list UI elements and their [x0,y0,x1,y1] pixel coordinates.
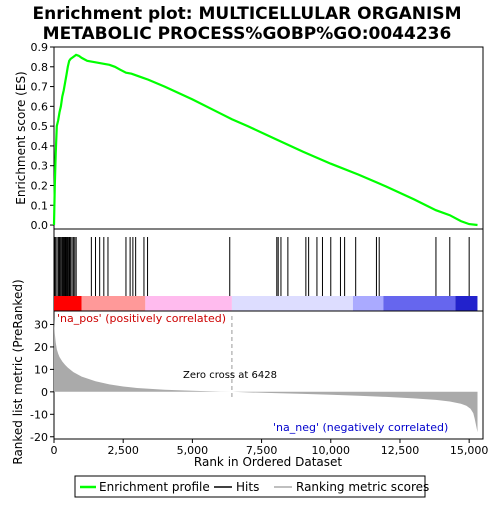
es-y-tick-label: 0.5 [31,120,49,133]
legend-label-enrichment: Enrichment profile [99,480,210,494]
hit-marks [54,237,470,296]
ranking-heatmap-bar [54,296,478,311]
negative-correlation-label: 'na_neg' (negatively correlated) [273,421,448,434]
rank-y-tick-label: 20 [34,341,48,354]
enrichment-score-panel: 0.0 0.1 0.2 0.3 0.4 0.5 0.6 0.7 0.8 0.9 [31,41,484,232]
rank-y-tick-label: 30 [34,318,48,331]
rank-y-tick-label: 0 [41,386,48,399]
rank-y-tick-label: -20 [30,431,48,444]
rank-y-tick-label: -10 [30,408,48,421]
es-y-tick-label: 0.0 [31,219,49,232]
rank-y-ticks: 30 20 10 0 -10 -20 [30,318,54,444]
legend-label-hits: Hits [236,480,259,494]
es-y-tick-label: 0.2 [31,179,49,192]
rank-y-axis-label: Ranked list metric (PreRanked) [11,279,25,464]
rank-y-tick-label: 10 [34,363,48,376]
ranked-metric-panel: 30 20 10 0 -10 -20 0 2,500 5,000 7,500 10,000 12,5… [30,310,489,457]
enrichment-profile-line [52,53,478,227]
legend-label-ranking: Ranking metric scores [296,480,429,494]
x-tick-label: 0 [51,444,58,457]
x-tick-label: 7,500 [246,444,278,457]
heatmap-segment [352,296,384,311]
es-y-tick-label: 0.8 [31,61,49,74]
x-tick-label: 2,500 [107,444,139,457]
heatmap-segment [54,296,82,311]
legend-frame [74,475,426,498]
positive-correlation-label: 'na_pos' (positively correlated) [57,312,226,325]
zero-cross-label: Zero cross at 6428 [183,370,277,381]
x-axis-label: Rank in Ordered Dataset [194,455,342,469]
chart-title-line1: Enrichment plot: MULTICELLULAR ORGANISM [33,4,462,24]
x-tick-label: 10,000 [312,444,351,457]
x-tick-label: 5,000 [177,444,209,457]
x-tick-label: 12,500 [381,444,420,457]
heatmap-segment [81,296,146,311]
es-y-tick-label: 0.9 [31,41,49,54]
heatmap-segment [455,296,478,311]
heatmap-segment [231,296,353,311]
es-y-tick-label: 0.6 [31,100,49,113]
rank-plot-frame [53,310,484,440]
heatmap-segment [145,296,232,311]
es-y-axis-label: Enrichment score (ES) [14,71,28,204]
rank-x-ticks: 0 2,500 5,000 7,500 10,000 12,500 15,000 [51,439,489,457]
es-y-tick-label: 0.1 [31,199,49,212]
legend: Enrichment profile Hits Ranking metric s… [74,475,429,498]
es-y-tick-label: 0.7 [31,81,49,94]
es-y-tick-label: 0.3 [31,160,49,173]
es-y-ticks: 0.0 0.1 0.2 0.3 0.4 0.5 0.6 0.7 0.8 0.9 [31,41,54,232]
chart-title-line2: METABOLIC PROCESS%GOBP%GO:0044236 [43,24,452,44]
hits-panel [53,228,484,312]
heatmap-segment [383,296,456,311]
x-tick-label: 15,000 [450,444,489,457]
es-y-tick-label: 0.4 [31,140,49,153]
